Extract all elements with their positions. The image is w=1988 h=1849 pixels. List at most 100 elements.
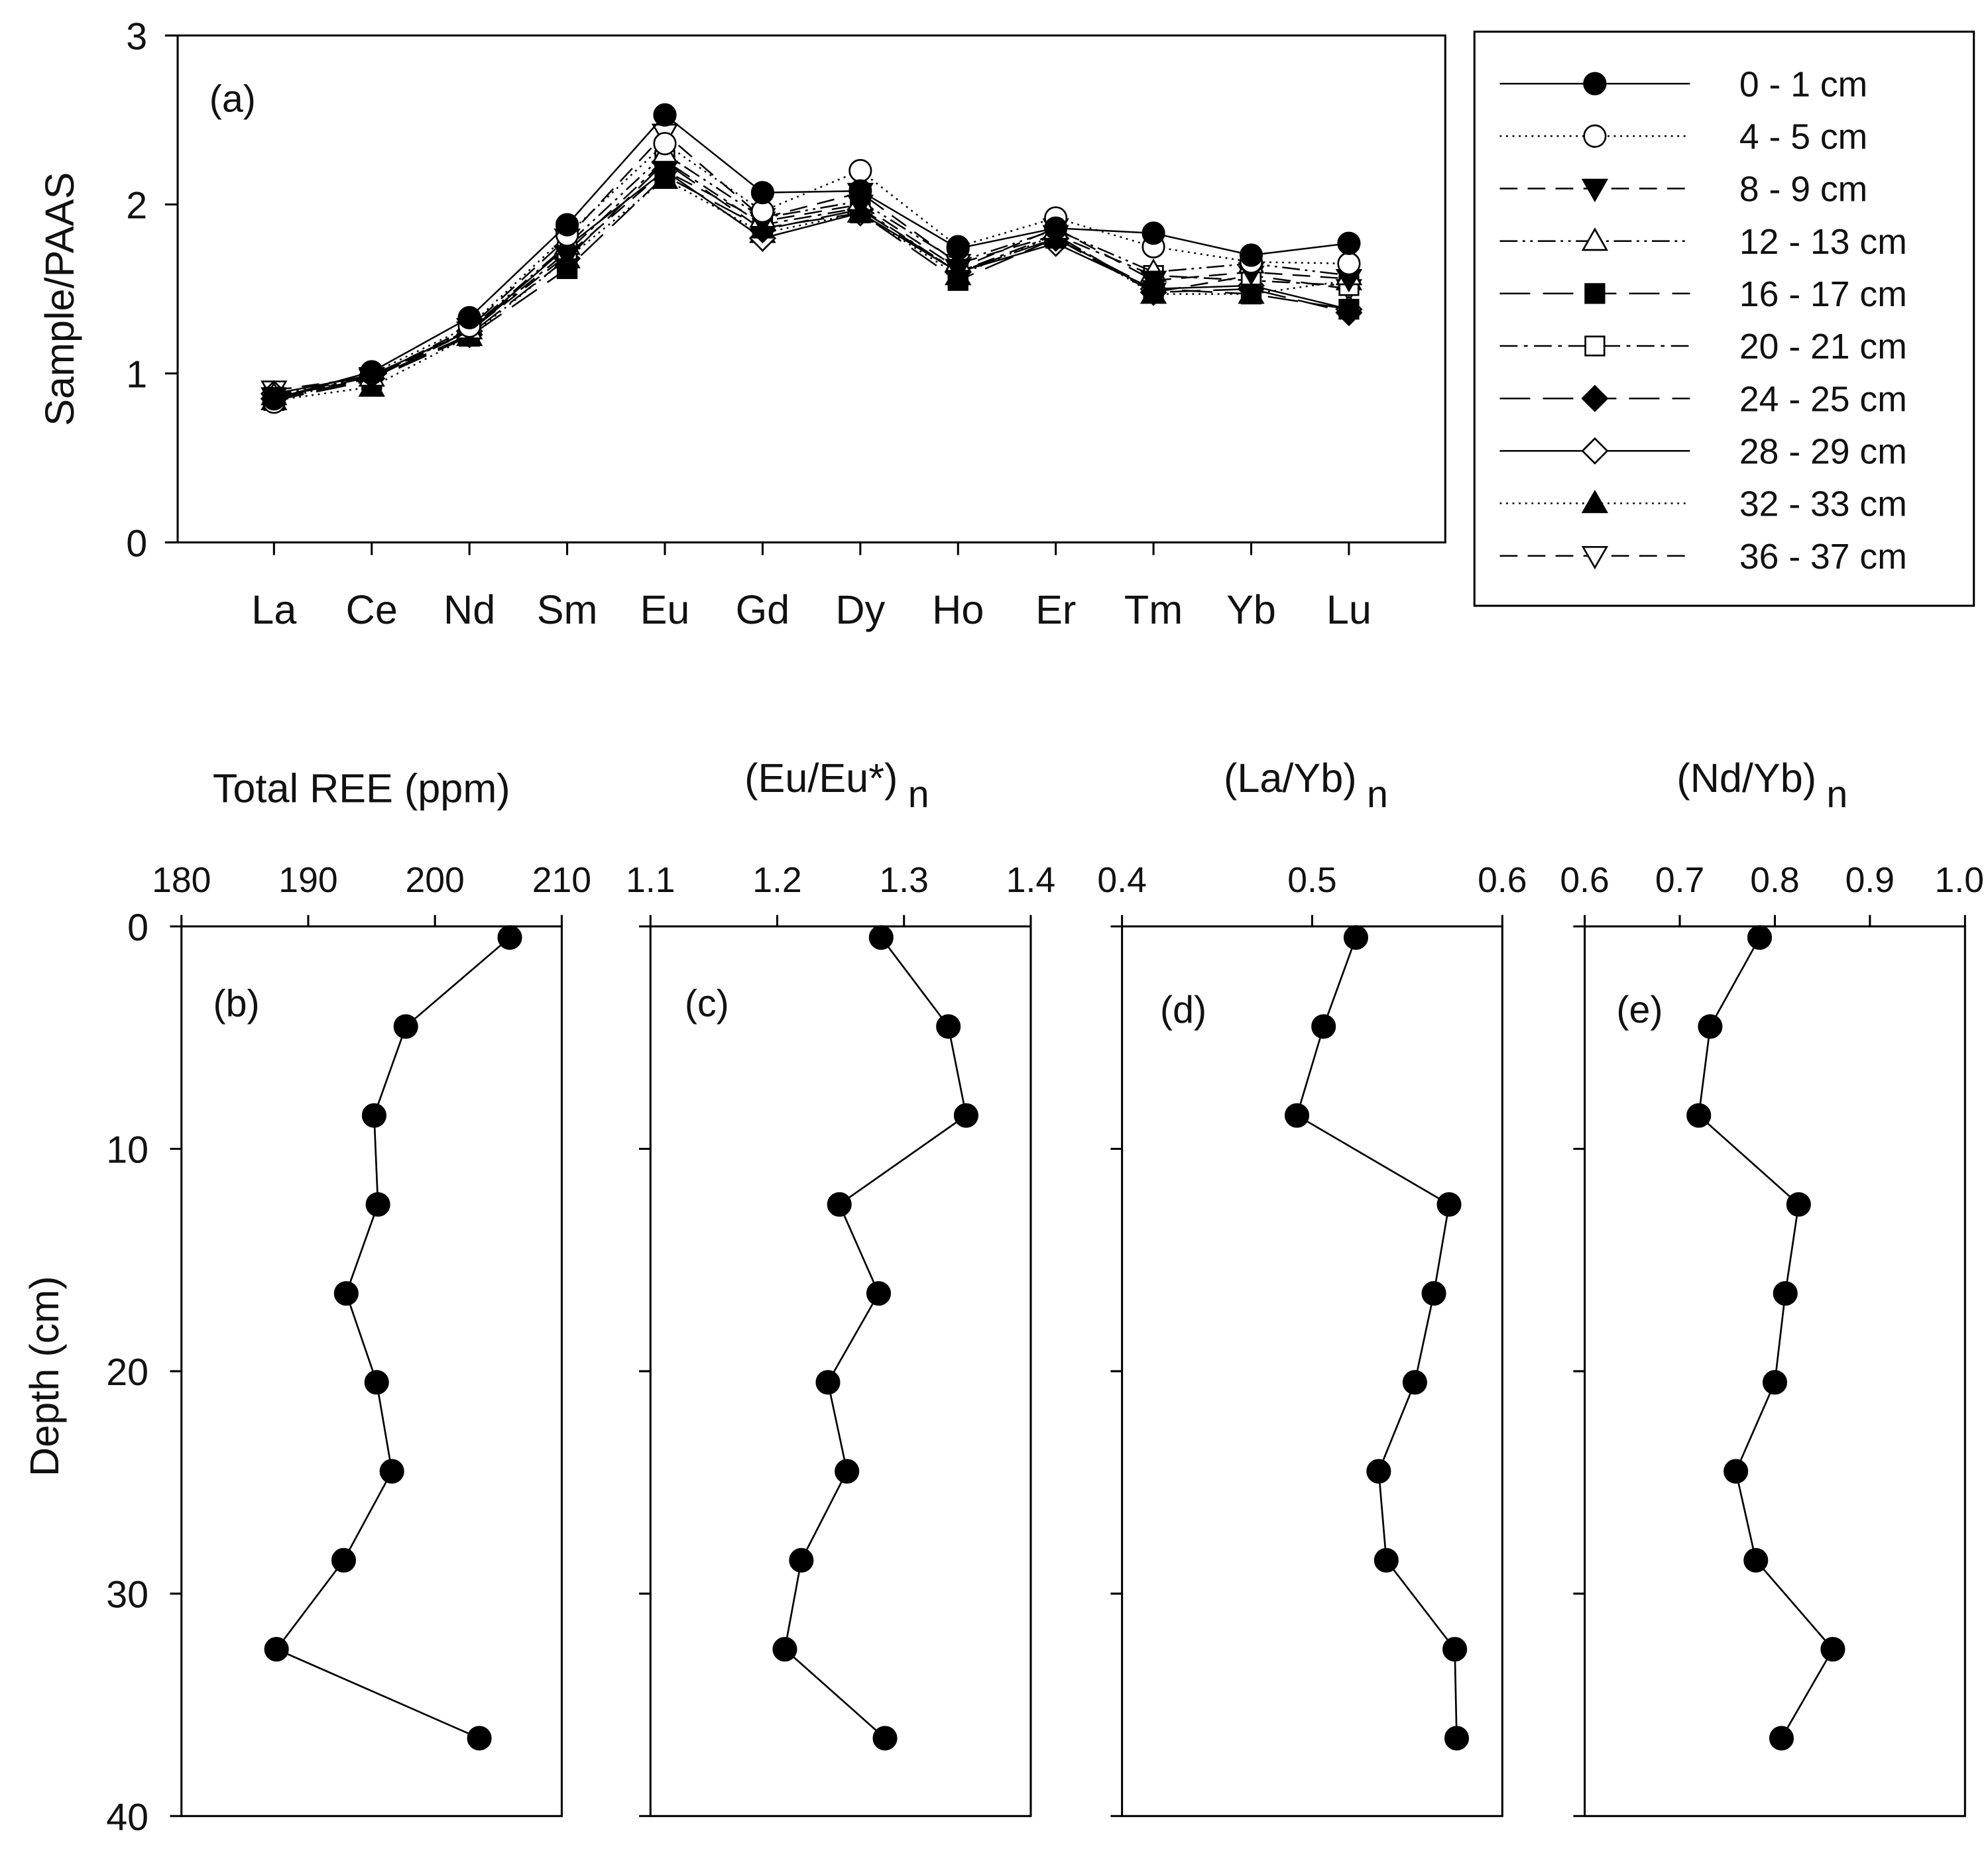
panel-b-title-text: Total REE (ppm) [213, 765, 510, 811]
panel-c-data-point-depth-36-5 [872, 1726, 898, 1751]
legend-label: 32 - 33 cm [1739, 485, 1907, 524]
panel-e-data-point-depth-12-5 [1786, 1192, 1811, 1217]
panel-b-data-point-depth-4-5 [393, 1014, 418, 1039]
panel-d-profile-line [1295, 937, 1458, 1738]
panel-c-title-subscript: n [908, 773, 929, 816]
depth-tick-label: 20 [106, 1351, 148, 1394]
panel-a-y-tick-label: 1 [126, 354, 147, 396]
series-line [274, 161, 1350, 400]
data-point-tm [1140, 270, 1167, 294]
legend-label: 36 - 37 cm [1739, 537, 1907, 577]
legend-frame [1473, 30, 1975, 607]
legend-marker [1581, 489, 1609, 514]
panel-e-data-point-depth-28-5 [1743, 1547, 1769, 1573]
panel-d-data-point-depth-8-5 [1284, 1103, 1310, 1128]
panel-b-data-point-depth-32-5 [264, 1637, 289, 1662]
depth-profile-charts: Total REE (ppm) 180 190 200 210 0 10 20 30 40 Dept… [22, 756, 1984, 1838]
panel-a-plot-frame [176, 34, 1446, 543]
panel-a-x-tick-label-tm: Tm [1124, 587, 1183, 632]
panel-a-x-tick-label-lu: Lu [1326, 587, 1372, 632]
legend-entry: 36 - 37 cm [1499, 537, 1907, 577]
panel-b-data-point-depth-24-5 [379, 1459, 404, 1484]
panel-d-data-point-depth-24-5 [1366, 1459, 1391, 1484]
panel-c-data-point-depth-32-5 [772, 1637, 797, 1662]
series-4-to-5cm [262, 132, 1361, 414]
panel-e-data-point-depth-36-5 [1769, 1726, 1794, 1751]
panel-d-data-point-depth-4-5 [1311, 1014, 1336, 1039]
data-point-ho [946, 237, 970, 260]
panel-a-legend: 0 - 1 cm 4 - 5 cm 8 - 9 cm 12 - 13 cm 16 - 1… [1473, 30, 1975, 607]
legend-entry: 4 - 5 cm [1499, 118, 1867, 157]
legend-label: 12 - 13 cm [1739, 223, 1907, 262]
panel-c-x-tick-label: 1.2 [752, 861, 801, 900]
depth-tick-label: 30 [106, 1574, 148, 1616]
panel-e-title: (Nd/Yb) n [1676, 756, 1847, 816]
data-point-la [262, 387, 286, 411]
panel-e-x-tick-label: 0.6 [1560, 861, 1609, 900]
panel-b-label: (b) [213, 983, 260, 1025]
panel-e-data-point-depth-20-5 [1762, 1370, 1788, 1395]
panel-a-y-axis-label: Sample/PAAS [37, 172, 82, 426]
panel-c-data-point-depth-20-5 [815, 1370, 841, 1395]
legend-marker [1584, 283, 1606, 304]
series-24-to-25cm [260, 148, 1363, 413]
panel-c-plot-frame [649, 925, 1032, 1817]
series-line [274, 132, 1350, 392]
legend-entry: 16 - 17 cm [1499, 275, 1907, 314]
panel-e-title-text: (Nd/Yb) [1676, 756, 1816, 801]
panel-e-data-point-depth-16-5 [1773, 1281, 1798, 1306]
panel-c-title-text: (Eu/Eu*) [744, 756, 898, 801]
panel-c-data-point-depth-12-5 [827, 1192, 852, 1217]
legend-entry: 20 - 21 cm [1499, 327, 1907, 366]
panel-a-label: (a) [209, 78, 256, 120]
data-point-eu [653, 103, 677, 127]
data-point-lu [1337, 252, 1361, 276]
legend-marker [1583, 124, 1607, 148]
legend-marker [1581, 545, 1609, 570]
series-0-to-1cm [262, 103, 1361, 411]
panel-c-data-point-depth-28-5 [789, 1547, 814, 1573]
panel-c-label: (c) [685, 983, 729, 1025]
panel-a-x-tick-label-ho: Ho [932, 587, 984, 632]
series-28-to-29cm [260, 156, 1363, 408]
series-line [274, 174, 1350, 402]
panel-b-depth-profile: Total REE (ppm) 180 190 200 210 0 10 20 30 40 Dept… [22, 765, 591, 1838]
panel-d-depth-profile: (La/Yb) n 0.4 0.5 0.6 (d) [1097, 756, 1527, 1817]
legend-marker [1581, 384, 1609, 412]
data-point-sm [555, 213, 579, 237]
panel-c-x-tick-label: 1.4 [1006, 861, 1055, 900]
panel-e-x-tick-label: 0.8 [1750, 861, 1799, 900]
series-20-to-21cm [263, 150, 1360, 408]
series-line [273, 142, 1349, 404]
panel-d-x-tick-label: 0.6 [1478, 861, 1527, 900]
legend-label: 0 - 1 cm [1739, 65, 1867, 104]
depth-tick-label: 40 [106, 1796, 148, 1838]
series-line [274, 159, 1349, 398]
data-point-lu [1337, 231, 1361, 255]
data-point-dy [848, 158, 872, 183]
panel-d-data-point-depth-12-5 [1436, 1192, 1462, 1217]
legend-marker [1581, 178, 1609, 203]
panel-a-y-tick-label: 3 [126, 16, 147, 58]
data-point-dy [848, 179, 872, 203]
series-line [274, 169, 1350, 395]
panel-b-data-point-depth-20-5 [364, 1370, 389, 1395]
legend-entry: 8 - 9 cm [1499, 170, 1867, 209]
panel-e-label: (e) [1616, 989, 1663, 1031]
panel-d-x-tick-label: 0.4 [1097, 861, 1146, 900]
panel-c-data-point-depth-4-5 [936, 1014, 961, 1039]
panel-c-x-tick-label: 1.1 [626, 861, 675, 900]
depth-tick-label: 10 [106, 1129, 148, 1172]
panel-e-data-point-depth-0-5 [1747, 925, 1773, 950]
series-line [274, 170, 1350, 398]
panel-a-y-tick-label: 2 [126, 185, 147, 227]
data-point-ce [360, 360, 384, 384]
legend-label: 24 - 25 cm [1739, 380, 1907, 419]
panel-a-x-tick-label-yb: Yb [1226, 587, 1276, 632]
panel-c-data-point-depth-16-5 [866, 1281, 892, 1306]
panel-e-data-point-depth-24-5 [1724, 1459, 1749, 1484]
data-point-eu [651, 160, 679, 185]
legend-entry: 28 - 29 cm [1499, 433, 1907, 472]
legend-entry: 12 - 13 cm [1499, 223, 1907, 262]
